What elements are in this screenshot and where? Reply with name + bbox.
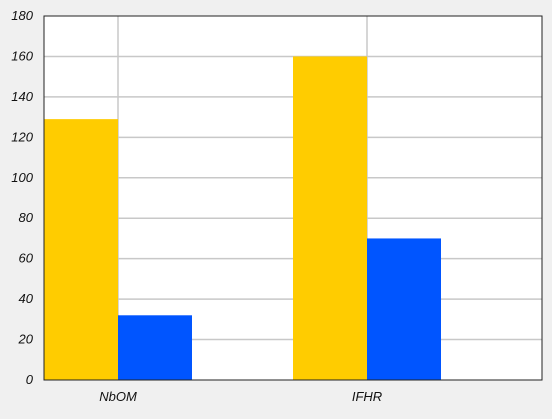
y-axis-tick-labels: 0 20 40 60 80 100 120 140 160 180	[11, 8, 33, 387]
y-tick-label: 40	[19, 291, 34, 306]
y-tick-label: 180	[11, 8, 33, 23]
y-tick-label: 60	[19, 251, 34, 266]
bar-nbom-series-1	[44, 119, 118, 380]
bar-ifhr-series-1	[293, 56, 367, 380]
y-tick-label: 20	[18, 332, 34, 347]
bar-nbom-series-2	[118, 315, 192, 380]
y-tick-label: 0	[26, 372, 34, 387]
y-tick-label: 160	[11, 48, 33, 63]
bar-ifhr-series-2	[367, 238, 441, 380]
bars	[44, 56, 441, 380]
x-tick-label: IFHR	[352, 389, 382, 404]
y-tick-label: 100	[11, 170, 33, 185]
x-tick-label: NbOM	[99, 389, 137, 404]
y-tick-label: 80	[19, 210, 34, 225]
y-tick-label: 140	[11, 89, 33, 104]
x-axis-tick-labels: NbOM IFHR	[99, 389, 382, 404]
plot-frame	[43, 15, 543, 381]
y-tick-label: 120	[11, 129, 33, 144]
